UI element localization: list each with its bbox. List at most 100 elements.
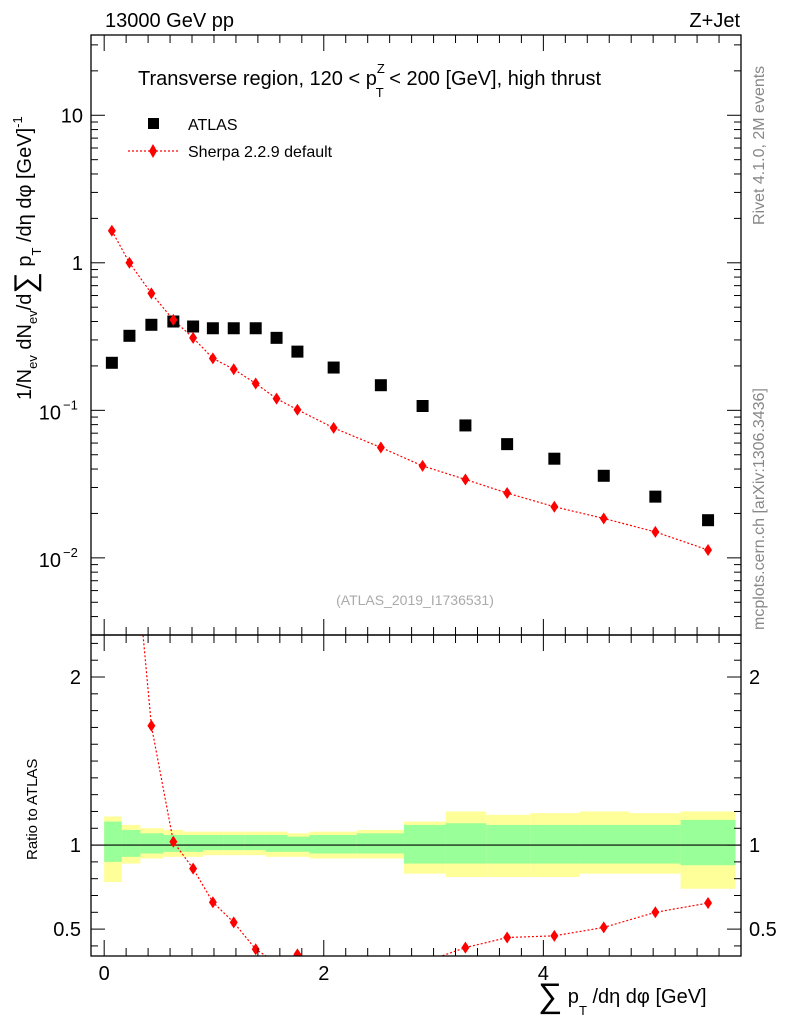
ylabel-part-5: /dη dφ [GeV]: [14, 128, 36, 248]
atlas-data-point: [649, 490, 662, 503]
ratio-data-point: [125, 481, 133, 493]
ratio-series-layer: [125, 481, 713, 986]
ratio-y-tick-label: 1: [70, 835, 81, 857]
ylabel-sub-2: ev: [25, 310, 40, 324]
legend-sherpa-marker: [149, 144, 157, 158]
analysis-label: (ATLAS_2019_I1736531): [336, 592, 494, 608]
green-band-segment: [403, 824, 446, 864]
x-tick-label: 0: [99, 963, 110, 985]
green-band-segment: [309, 834, 357, 854]
ratio-data-point: [273, 957, 281, 969]
sherpa-data-point: [147, 287, 156, 300]
ratio-data-point: [147, 719, 156, 732]
xlabel-sum: ∑: [538, 977, 562, 1015]
mcplots-label: mcplots.cern.ch [arXiv:1306.3436]: [751, 388, 768, 630]
green-band-segment: [121, 829, 141, 857]
sherpa-data-point: [376, 441, 385, 454]
ylabel-part-2: dN: [14, 324, 36, 355]
main-y-tick-label: 1: [72, 253, 83, 275]
xlabel-rest: /dη dφ [GeV]: [587, 986, 707, 1008]
atlas-data-point: [702, 514, 715, 527]
green-band-segment: [244, 834, 266, 851]
ratio-frame: [90, 634, 742, 957]
ylabel-sub-3: T: [29, 248, 44, 256]
atlas-data-point: [123, 329, 136, 342]
ratio-y-tick-label: 2: [70, 667, 81, 689]
collision-energy-label: 13000 GeV pp: [105, 10, 234, 32]
main-y-tick-label: 10: [61, 105, 83, 127]
rivet-info-label: Rivet 4.1.0, 2M events: [751, 66, 768, 225]
green-band-segment: [265, 834, 288, 852]
x-axis-label: ∑ pT /dη dφ [GeV]: [538, 977, 707, 1018]
ratio-y-tick-label-right: 0.5: [749, 919, 777, 941]
ratio-data-point: [189, 862, 198, 875]
ratio-y-tick-label: 0.5: [53, 919, 81, 941]
ylabel-part-4: p: [14, 256, 36, 273]
atlas-data-point: [501, 438, 514, 451]
plot-title-main: Transverse region, 120 < p: [138, 68, 377, 90]
ratio-data-point: [229, 916, 238, 929]
green-band-segment: [486, 824, 531, 864]
sherpa-data-point: [329, 421, 338, 434]
green-band-segment: [104, 821, 122, 862]
green-band-segment: [183, 834, 203, 852]
atlas-data-point: [145, 318, 158, 331]
ratio-data-point: [251, 943, 260, 956]
sherpa-data-point: [599, 512, 608, 525]
green-band-segment: [579, 824, 630, 864]
green-band-segment: [445, 823, 487, 864]
sherpa-data-point: [107, 224, 116, 237]
ratio-y-axis-label: Ratio to ATLAS: [24, 759, 41, 860]
sherpa-data-point: [229, 363, 238, 376]
ratio-data-point: [461, 941, 470, 954]
atlas-data-point: [270, 331, 283, 344]
ratio-data-point: [377, 974, 385, 986]
xlabel-sub: T: [579, 1003, 587, 1018]
main-y-axis-label: 1/Nev dNev/d∑ pT /dη dφ [GeV]-1: [9, 116, 44, 400]
ylabel-part-3: /d: [14, 294, 36, 311]
ratio-data-point: [550, 929, 559, 942]
legend: ATLAS Sherpa 2.2.9 default: [128, 117, 333, 161]
sherpa-data-point: [550, 500, 559, 513]
green-band-segment: [680, 819, 736, 866]
atlas-data-point: [548, 452, 561, 465]
xlabel-p: p: [562, 986, 579, 1008]
atlas-data-point: [187, 320, 200, 333]
sherpa-data-point: [704, 544, 713, 557]
sherpa-data-point: [272, 392, 281, 405]
ylabel-part-1: 1/N: [14, 369, 36, 400]
green-band-segment: [287, 836, 310, 852]
atlas-data-point: [105, 356, 118, 369]
plot-title: Transverse region, 120 < pZ T < 200 [GeV]…: [138, 61, 602, 100]
ratio-data-point: [651, 906, 660, 919]
ylabel-sum: ∑: [9, 272, 42, 293]
ratio-data-point: [330, 970, 338, 982]
x-tick-label: 4: [538, 963, 549, 985]
ratio-data-point: [599, 921, 608, 934]
ratio-data-point: [419, 957, 427, 969]
ratio-data-point: [208, 896, 217, 909]
x-tick-label: 2: [318, 963, 329, 985]
sherpa-data-point: [293, 403, 302, 416]
sherpa-data-point: [125, 256, 134, 269]
ylabel-sub-1: ev: [25, 355, 40, 369]
sherpa-data-point: [189, 331, 198, 344]
atlas-data-point: [416, 399, 429, 412]
atlas-data-point: [374, 379, 387, 392]
green-band-segment: [629, 824, 681, 864]
plot-title-sub: T: [376, 85, 384, 100]
green-band-segment: [223, 834, 245, 851]
sherpa-data-point: [503, 487, 512, 500]
plot-title-rest: < 200 [GeV], high thrust: [384, 68, 602, 90]
ratio-uncertainty-bands: [91, 811, 741, 889]
legend-sherpa-label: Sherpa 2.2.9 default: [188, 144, 333, 161]
main-y-tick-label: 10: [39, 550, 61, 572]
main-y-tick-exponent: −1: [63, 397, 78, 412]
sherpa-line: [111, 230, 709, 551]
ratio-data-point: [503, 931, 512, 944]
atlas-data-point: [459, 419, 472, 432]
ratio-y-tick-label-right: 1: [749, 835, 760, 857]
sherpa-data-point: [251, 377, 260, 390]
